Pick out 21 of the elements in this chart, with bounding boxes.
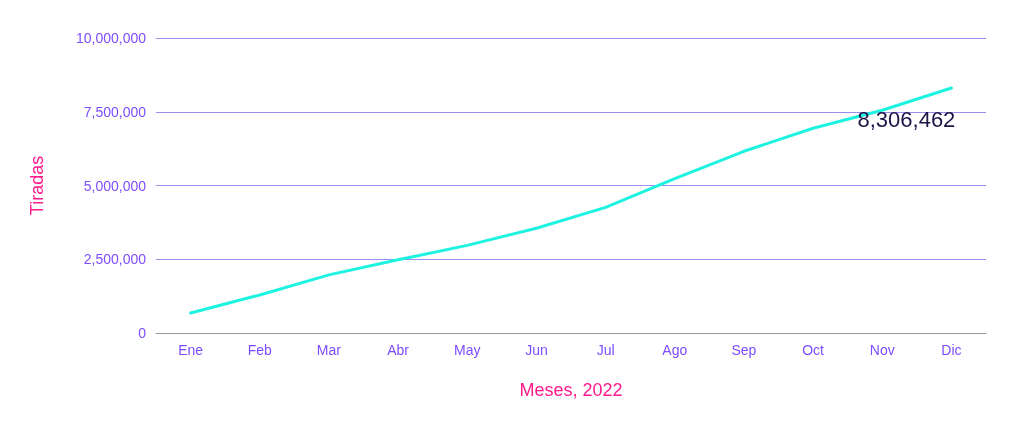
x-tick-label: May [454, 342, 481, 358]
x-tick-label: Oct [802, 342, 825, 358]
x-axis-title: Meses, 2022 [519, 380, 623, 400]
x-tick-label: Jul [596, 342, 615, 358]
y-tick-label: 5,000,000 [83, 177, 147, 194]
data-label: 8,306,462 [857, 107, 956, 133]
x-tick-label: Ago [662, 342, 688, 358]
x-tick-label: Feb [247, 342, 273, 358]
x-tick-label: Dic [941, 342, 962, 358]
x-tick-label: Mar [316, 342, 342, 358]
y-axis-title: Tiradas [27, 155, 47, 216]
x-tick-label: Sep [731, 342, 757, 358]
line-series [189, 86, 953, 315]
x-tick-label: Abr [387, 342, 410, 358]
y-tick-label: 0 [138, 325, 147, 341]
x-tick-label: Jun [525, 342, 548, 358]
y-tick-label: 2,500,000 [83, 251, 147, 268]
y-tick-label: 10,000,000 [75, 30, 147, 46]
x-tick-label: Ene [178, 342, 204, 358]
x-tick-label: Nov [869, 342, 895, 358]
y-tick-label: 7,500,000 [83, 103, 147, 120]
